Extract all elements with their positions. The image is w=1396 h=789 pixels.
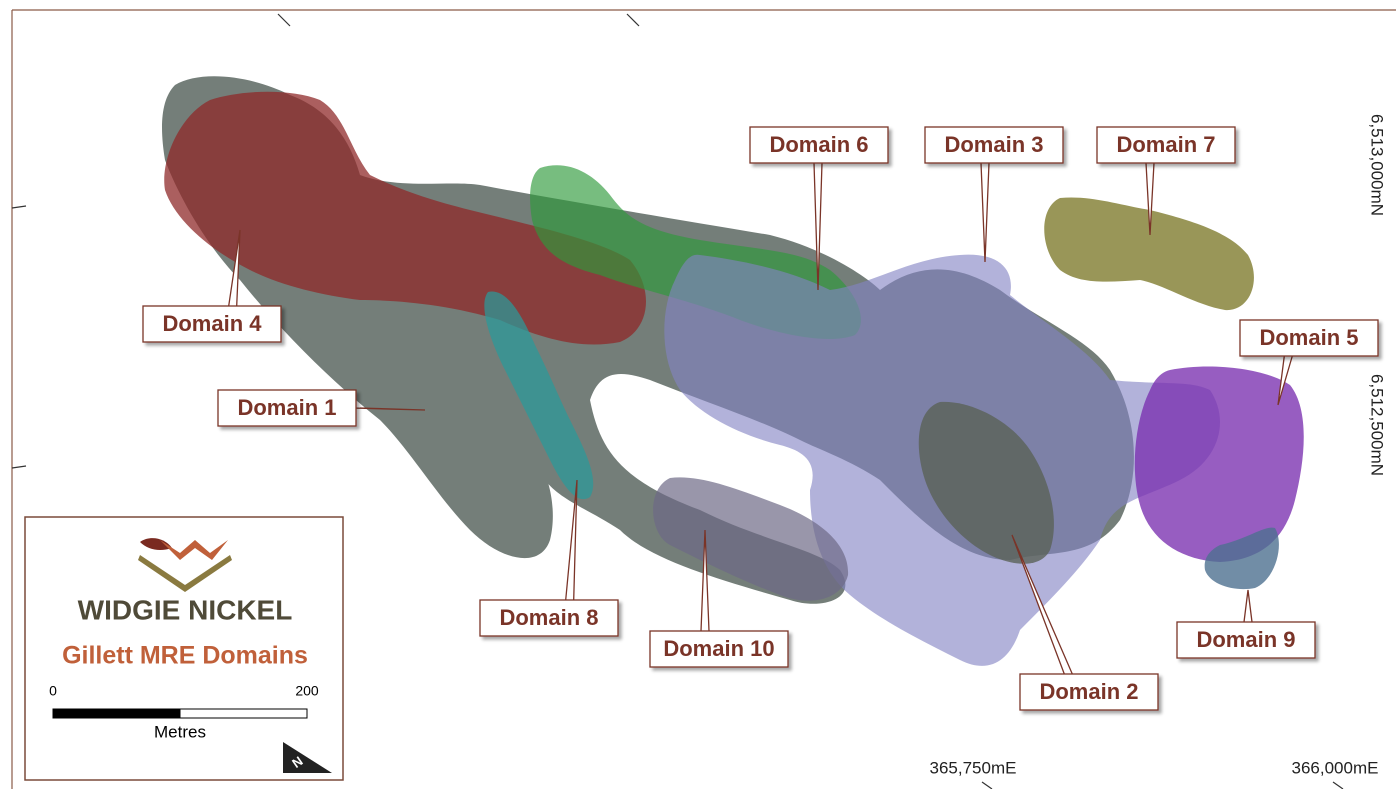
label-box xyxy=(479,599,619,637)
map-graphic xyxy=(11,465,27,469)
map-graphic xyxy=(11,205,27,209)
domain-2-shape xyxy=(918,401,1054,564)
callout xyxy=(1243,589,1253,623)
label-text: Domain 1 xyxy=(237,395,336,420)
callout xyxy=(351,407,426,411)
label-text: Domain 2 xyxy=(1039,679,1138,704)
scale-unit: Metres xyxy=(154,722,206,741)
domain-10-shape xyxy=(653,477,849,601)
label-text: Domain 7 xyxy=(1116,132,1215,157)
domain-label: Domain 3 xyxy=(924,126,1064,263)
label-box xyxy=(1176,621,1316,659)
domain-4-shape xyxy=(164,91,647,345)
legend-title: Gillett MRE Domains xyxy=(62,642,308,670)
map-graphic xyxy=(1332,781,1344,789)
logo xyxy=(138,538,232,592)
label-box xyxy=(649,630,789,668)
label-box xyxy=(1239,319,1379,357)
domain-label: Domain 7 xyxy=(1096,126,1236,236)
callout xyxy=(1277,355,1293,406)
map-frame xyxy=(11,9,1396,789)
label-text: Domain 4 xyxy=(162,311,262,336)
label-box xyxy=(924,126,1064,164)
label-box xyxy=(1019,673,1159,711)
domain-label: Domain 10 xyxy=(649,529,789,668)
callout xyxy=(813,162,823,291)
callout xyxy=(1011,534,1073,675)
label-text: Domain 5 xyxy=(1259,325,1358,350)
scale-bar-black xyxy=(52,708,181,719)
domain-5-shape xyxy=(1134,366,1304,562)
domain-label: Domain 4 xyxy=(142,229,282,343)
map-graphic xyxy=(626,13,640,27)
domain-9-shape xyxy=(1204,527,1279,590)
easting-label: 365,750mE xyxy=(930,758,1017,777)
domain-label: Domain 8 xyxy=(479,479,619,637)
scale-start: 0 xyxy=(49,683,57,699)
callout xyxy=(565,479,578,601)
domain-labels: Domain 1 Domain 2 Domain 3 Domain 4 Domain 5… xyxy=(142,126,1379,711)
label-box xyxy=(217,389,357,427)
domain-shapes xyxy=(162,76,1304,666)
label-text: Domain 6 xyxy=(769,132,868,157)
callout xyxy=(228,229,241,307)
map-graphic xyxy=(981,781,993,789)
domain-7-shape xyxy=(1044,197,1254,311)
map-graphic xyxy=(277,13,291,27)
domain-label: Domain 6 xyxy=(749,126,889,291)
domain-8-shape xyxy=(484,291,594,500)
label-text: Domain 10 xyxy=(663,636,774,661)
northing-label: 6,513,000mN xyxy=(1368,114,1387,216)
domain-label: Domain 2 xyxy=(1011,534,1159,711)
domain-label: Domain 5 xyxy=(1239,319,1379,406)
callout xyxy=(1145,162,1155,236)
easting-label: 366,000mE xyxy=(1292,758,1379,777)
scale-end: 200 xyxy=(295,683,319,699)
north-arrow xyxy=(283,742,332,773)
grid-labels: 6,513,000mN 6,512,500mN 365,750mE 366,00… xyxy=(930,114,1387,778)
company-name: WIDGIE NICKEL xyxy=(78,594,293,625)
label-box xyxy=(1096,126,1236,164)
label-box xyxy=(749,126,889,164)
domain-label: Domain 1 xyxy=(217,389,426,427)
callout xyxy=(700,529,710,632)
legend: WIDGIE NICKEL Gillett MRE Domains 0 200 … xyxy=(24,516,344,781)
label-box xyxy=(142,305,282,343)
northing-label: 6,512,500mN xyxy=(1368,374,1387,476)
label-text: Domain 8 xyxy=(499,605,598,630)
map-graphic xyxy=(160,540,228,560)
map-graphic xyxy=(140,538,172,550)
scale-bar-white xyxy=(179,708,308,719)
label-text: Domain 3 xyxy=(944,132,1043,157)
legend-box xyxy=(24,516,344,781)
label-text: Domain 9 xyxy=(1196,627,1295,652)
domain-label: Domain 9 xyxy=(1176,589,1316,659)
callout xyxy=(980,162,990,263)
